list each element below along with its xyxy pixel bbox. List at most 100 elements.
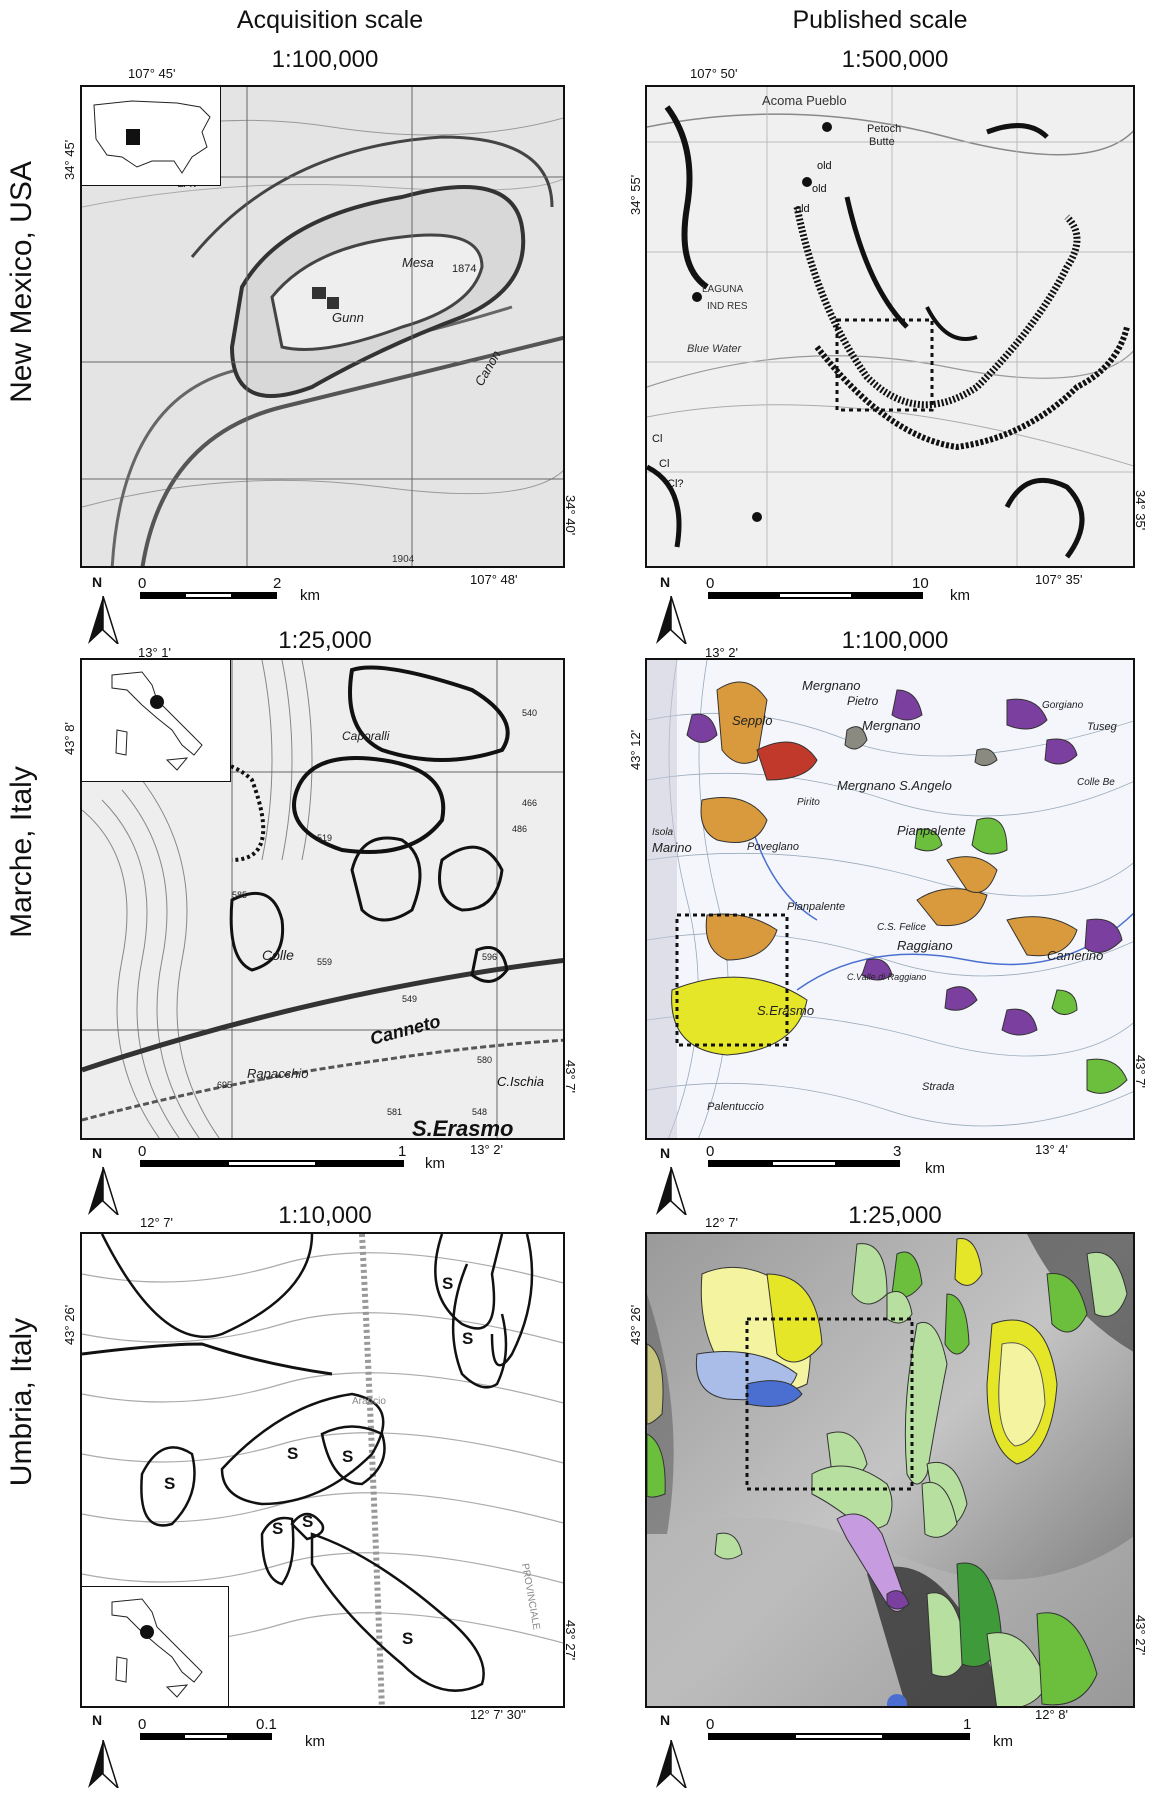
map-label: Arancio	[352, 1396, 386, 1407]
map-label: 466	[522, 798, 537, 808]
scalebar-end: 3	[893, 1143, 902, 1160]
scalebar-unit: km	[300, 587, 320, 604]
bottom-coordinate: 12° 8'	[1035, 1707, 1068, 1722]
map-label: old	[795, 203, 810, 215]
map-label: Gunn	[332, 310, 364, 325]
map-label: Marino	[652, 840, 692, 855]
north-label: N	[92, 574, 103, 590]
landslide-inventory-on-shaded-relief	[647, 1234, 1133, 1706]
italy-outline-icon	[111, 671, 203, 771]
map-label: 580	[477, 1055, 492, 1065]
scale-bar	[708, 1160, 900, 1167]
right-coordinate: 34° 35'	[1133, 490, 1148, 531]
scalebar-start: 0	[138, 1143, 147, 1160]
scalebar-end: 2	[273, 575, 282, 592]
scale-bar	[140, 1733, 272, 1740]
right-coordinate: 43° 7'	[1133, 1055, 1148, 1088]
scalebar-start: 0	[706, 1716, 715, 1733]
map-label: Mesa	[402, 255, 434, 270]
map-label: Pietro	[847, 694, 879, 708]
scale-title: 1:100,000	[841, 627, 949, 654]
map-label: 695	[217, 1080, 232, 1090]
scalebar-start: 0	[138, 575, 147, 592]
map-panel-umbria-published	[645, 1232, 1135, 1708]
map-panel-umbria-acquisition: S S S S S S S S Arancio PROVINCIALE	[80, 1232, 565, 1708]
row-label-marche: Marche, Italy	[5, 766, 38, 938]
top-coordinate: 13° 2'	[705, 645, 738, 660]
map-label: 540	[522, 708, 537, 718]
scale-bar	[140, 592, 277, 599]
map-label: 581	[387, 1107, 402, 1117]
top-coordinate: 107° 50'	[690, 66, 738, 81]
map-label: 486	[512, 824, 527, 834]
top-coordinate: 12° 7'	[705, 1215, 738, 1230]
map-label: Sepplo	[732, 713, 772, 728]
north-label: N	[92, 1712, 103, 1728]
map-label: Cl	[652, 433, 662, 445]
north-label: N	[660, 574, 671, 590]
scalebar-end: 1	[398, 1143, 407, 1160]
map-label: Pianpalente	[897, 823, 966, 838]
left-coordinate: 43° 8'	[62, 722, 77, 755]
map-label: Palentuccio	[707, 1101, 764, 1113]
north-arrow-icon	[88, 596, 119, 644]
map-label: Gorgiano	[1042, 700, 1084, 711]
left-coordinate: 34° 45'	[62, 139, 77, 180]
north-arrow-icon	[88, 1167, 119, 1215]
map-label: S	[164, 1474, 175, 1493]
map-panel-new-mexico-acquisition: LAV Mesa 1874 Gunn Canon 1904	[80, 85, 565, 568]
bottom-coordinate: 107° 48'	[470, 572, 518, 587]
top-coordinate: 12° 7'	[140, 1215, 173, 1230]
locator-inset-italy	[82, 660, 231, 782]
zoom-box	[835, 318, 934, 412]
map-label: 548	[472, 1107, 487, 1117]
map-label: 559	[317, 957, 332, 967]
map-label: Butte	[869, 136, 895, 148]
map-label: Blue Water	[687, 343, 743, 355]
map-label: Pirito	[797, 797, 820, 808]
column-header-published: Published scale	[792, 6, 968, 34]
left-coordinate: 43° 12'	[628, 729, 643, 770]
map-label: Colle	[262, 947, 294, 963]
locator-inset-usa	[82, 87, 221, 186]
right-coordinate: 34° 40'	[563, 495, 578, 536]
map-label: S.Erasmo	[412, 1116, 514, 1140]
scalebar-end: 1	[963, 1716, 972, 1733]
scalebar-start: 0	[138, 1716, 147, 1733]
map-label: Cl	[659, 458, 669, 470]
usa-outline-icon	[93, 100, 211, 174]
map-label: 519	[317, 833, 332, 843]
italy-outline-icon	[111, 1598, 203, 1698]
map-label: Caporalli	[342, 729, 390, 743]
map-panel-marche-published: Mergnano Pietro Sepplo Mergnano Mergnano…	[645, 658, 1135, 1140]
topographic-map: LAV Mesa 1874 Gunn Canon 1904	[82, 87, 563, 566]
map-label: Camerino	[1047, 948, 1103, 963]
map-label: 596	[482, 952, 497, 962]
scale-title: 1:25,000	[278, 627, 372, 654]
north-label: N	[660, 1145, 671, 1161]
north-label: N	[660, 1712, 671, 1728]
bottom-coordinate: 12° 7' 30''	[470, 1707, 527, 1722]
right-coordinate: 43° 27'	[1133, 1615, 1148, 1656]
map-label: old	[812, 183, 827, 195]
row-label-new-mexico: New Mexico, USA	[5, 161, 38, 403]
map-label: Pianpalente	[787, 901, 845, 913]
row-label-umbria: Umbria, Italy	[5, 1317, 38, 1487]
map-label: Strada	[922, 1081, 954, 1093]
top-coordinate: 13° 1'	[138, 645, 171, 660]
left-coordinate: 43° 26'	[628, 1304, 643, 1345]
map-label: 1904	[392, 554, 415, 565]
map-label: Tuseg	[1087, 721, 1118, 733]
map-label: S	[462, 1329, 473, 1348]
scale-title: 1:10,000	[278, 1202, 372, 1229]
scale-title: 1:25,000	[848, 1202, 942, 1229]
column-header-acquisition: Acquisition scale	[236, 6, 424, 34]
scalebar-start: 0	[706, 1143, 715, 1160]
map-panel-new-mexico-published: Acoma Pueblo Petoch Butte old old old LA…	[645, 85, 1135, 568]
scalebar-start: 0	[706, 575, 715, 592]
map-label: Isola	[652, 827, 674, 838]
map-label: C.Valle di Raggiano	[847, 972, 926, 982]
map-label: Colle Be	[1077, 777, 1115, 788]
map-label: S	[442, 1274, 453, 1293]
scalebar-unit: km	[925, 1160, 945, 1177]
